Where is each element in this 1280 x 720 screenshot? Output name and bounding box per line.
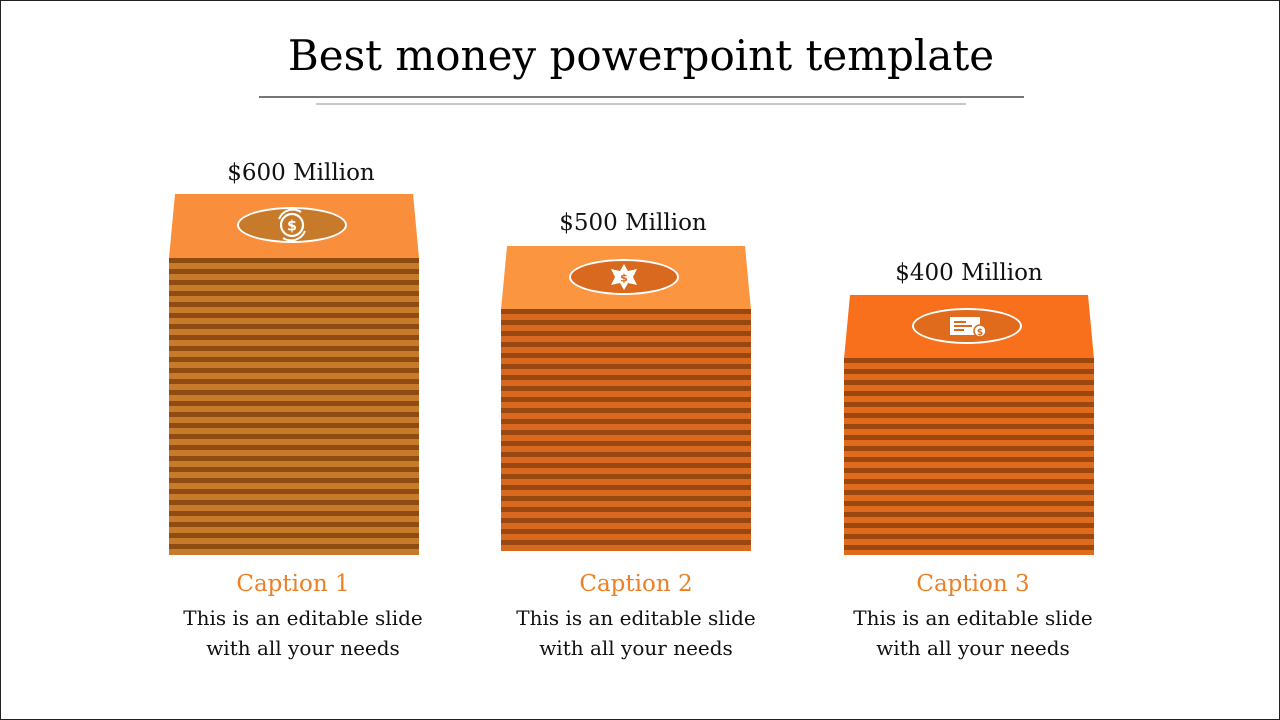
stack-2-amount[interactable]: $500 Million xyxy=(559,210,707,236)
stack-2-badge: $ xyxy=(569,259,679,295)
stack-3-top[interactable]: $ xyxy=(844,295,1094,359)
stack-3-body xyxy=(844,358,1094,555)
title-underline-secondary xyxy=(316,103,966,105)
caption-2-line-2: with all your needs xyxy=(539,636,733,660)
svg-text:$: $ xyxy=(977,328,983,338)
stack-3-amount[interactable]: $400 Million xyxy=(895,260,1043,286)
caption-1-text[interactable]: This is an editable slide with all your … xyxy=(153,603,453,663)
stack-1-top[interactable]: $ xyxy=(169,194,419,258)
caption-1-line-2: with all your needs xyxy=(206,636,400,660)
slide-title[interactable]: Best money powerpoint template xyxy=(287,31,995,80)
dollar-exchange-icon: $ xyxy=(278,209,306,241)
caption-1-title[interactable]: Caption 1 xyxy=(236,571,350,597)
caption-3-title[interactable]: Caption 3 xyxy=(916,571,1030,597)
cheque-icon: $ xyxy=(950,317,987,338)
caption-2-text[interactable]: This is an editable slide with all your … xyxy=(486,603,786,663)
caption-3-line-2: with all your needs xyxy=(876,636,1070,660)
stack-3-badge: $ xyxy=(912,308,1022,344)
caption-3-line-1: This is an editable slide xyxy=(853,606,1093,630)
stack-1-body xyxy=(169,258,419,555)
caption-2-line-1: This is an editable slide xyxy=(516,606,756,630)
svg-text:$: $ xyxy=(620,272,628,285)
title-underline xyxy=(259,96,1024,98)
stack-1-amount[interactable]: $600 Million xyxy=(227,160,375,186)
svg-text:$: $ xyxy=(287,219,297,235)
caption-3-text[interactable]: This is an editable slide with all your … xyxy=(823,603,1123,663)
dollar-badge-icon: $ xyxy=(611,264,637,290)
caption-2-title[interactable]: Caption 2 xyxy=(579,571,693,597)
caption-1-line-1: This is an editable slide xyxy=(183,606,423,630)
stack-2-top[interactable]: $ xyxy=(501,246,751,310)
stack-2-body xyxy=(501,309,751,551)
stack-1-badge: $ xyxy=(237,207,347,243)
